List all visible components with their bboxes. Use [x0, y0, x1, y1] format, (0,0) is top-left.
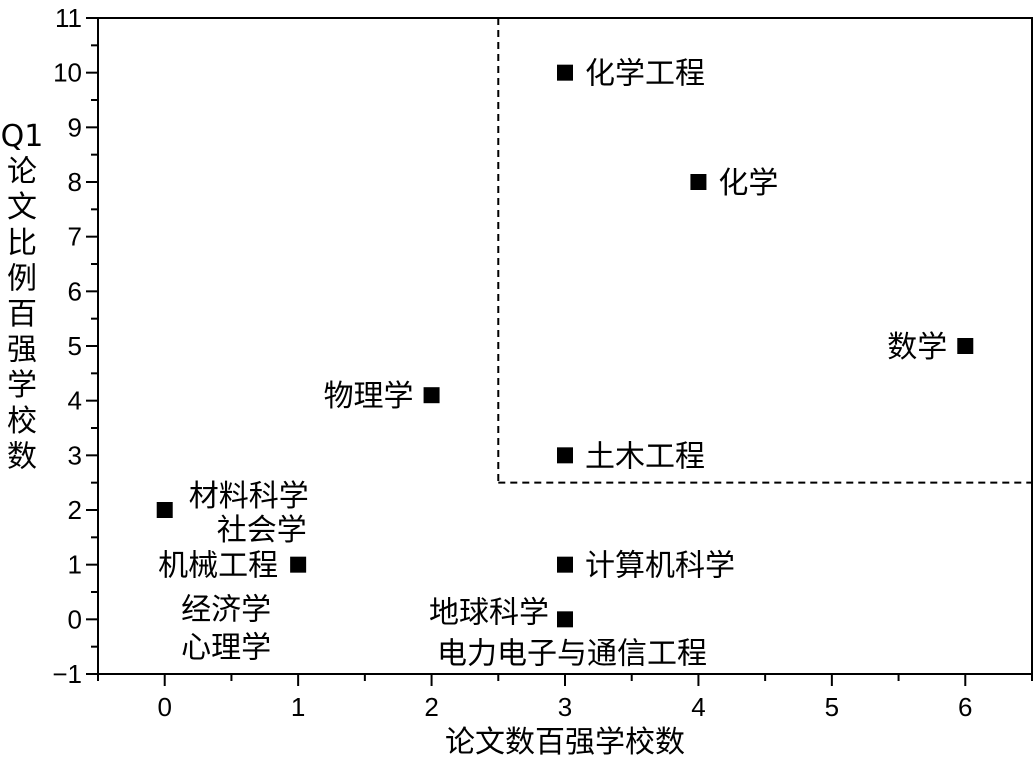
y-tick-label: 4	[68, 386, 82, 416]
y-axis-title-char: 文	[7, 190, 37, 225]
data-point-label: 数学	[887, 330, 947, 365]
data-point-label: 电力电子与通信工程	[437, 636, 707, 671]
y-tick-label: 6	[68, 276, 82, 306]
y-axis-title-char: 论	[7, 155, 37, 190]
y-axis: −1 0 1 2 3 4 5 6 7 8 9 10 11	[52, 3, 98, 689]
data-point-label: 土木工程	[585, 439, 705, 474]
x-tick-label: 0	[157, 692, 171, 722]
y-tick-label: 9	[68, 112, 82, 142]
data-point-marker	[156, 502, 173, 518]
y-axis-title-char: 比	[7, 226, 37, 261]
y-tick-label: 5	[68, 331, 82, 361]
data-point-label: 社会学	[217, 513, 307, 548]
y-axis-title-char: 数	[7, 439, 37, 474]
x-tick-label: 2	[424, 692, 438, 722]
x-tick-label: 6	[958, 692, 972, 722]
y-axis-title-char: 学	[7, 368, 37, 403]
y-tick-label: 3	[68, 440, 82, 470]
y-axis-title-char: 强	[7, 333, 37, 368]
y-tick-label: −1	[52, 659, 82, 689]
data-point-label: 计算机科学	[585, 549, 735, 584]
y-tick-label: 0	[68, 604, 82, 634]
y-axis-title-char: Q1	[1, 119, 44, 154]
x-tick-label: 1	[291, 692, 305, 722]
data-point-label: 地球科学	[429, 595, 549, 630]
threshold-region	[497, 18, 1032, 484]
data-point-label: 化学工程	[585, 57, 705, 92]
y-axis-title-char: 百	[7, 297, 37, 332]
x-axis: 0 1 2 3 4 5 6	[97, 674, 1033, 722]
x-tick-label: 5	[825, 692, 839, 722]
y-tick-label: 10	[53, 58, 82, 88]
x-axis-title: 论文数百强学校数	[445, 725, 685, 760]
y-tick-label: 1	[68, 550, 82, 580]
y-tick-label: 11	[55, 3, 82, 33]
data-point-label: 化学	[718, 166, 778, 201]
data-point-marker	[423, 387, 440, 404]
data-point-marker	[690, 174, 707, 190]
data-point-label: 机械工程	[158, 549, 278, 584]
y-axis-title-char: 校	[7, 404, 37, 439]
y-axis-title: Q1 论文比例百强学校数	[1, 119, 44, 474]
x-tick-label: 4	[691, 692, 705, 722]
data-point-label: 心理学	[181, 631, 271, 666]
data-point-label: 经济学	[181, 593, 271, 628]
data-point-label: 物理学	[324, 379, 414, 414]
data-point-marker	[557, 447, 573, 464]
data-point-marker	[557, 611, 573, 628]
y-tick-label: 8	[68, 167, 82, 197]
y-tick-label: 2	[68, 495, 82, 525]
y-tick-label: 7	[68, 222, 82, 252]
x-tick-label: 3	[558, 692, 572, 722]
y-axis-title-char: 例	[7, 261, 37, 296]
data-point-marker	[290, 556, 307, 573]
data-point-label: 材料科学	[189, 479, 309, 514]
data-point-marker	[557, 64, 573, 81]
data-point-marker	[957, 338, 974, 354]
data-point-marker	[557, 556, 573, 573]
